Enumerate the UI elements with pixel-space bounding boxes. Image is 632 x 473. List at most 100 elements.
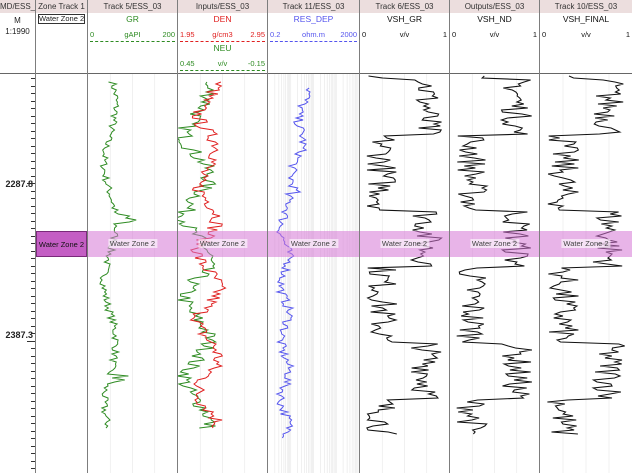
depth-tick [31,115,35,117]
zone-band-vsh-nd: Water Zone 2 [450,231,539,257]
res-curve-name[interactable]: RES_DEP [293,14,334,24]
res-scale: 0.2 ohm.m 2000 [270,30,357,40]
depth-tick [31,363,35,364]
depth-tick [31,385,35,387]
den-scale-min: 1.95 [180,30,195,39]
den-curve-name[interactable]: DEN [213,14,232,24]
depth-tick [31,138,35,139]
depth-tick [31,205,35,207]
vsh-gr-track-title: Track 6/ESS_03 [360,0,449,14]
vsh-final-scale-max: 1 [625,30,630,39]
depth-tick [31,408,35,409]
vsh-gr-scale-min: 0 [362,30,367,39]
depth-tick [31,220,35,222]
neu-curve-name[interactable]: NEU [213,43,232,53]
depth-tick [31,168,35,169]
zone-band-label: Water Zone 2 [197,239,248,248]
den-neu-curve-plot [178,74,246,473]
vsh-nd-scale: 0 v/v 1 [452,30,537,40]
vsh-gr-track[interactable]: Track 6/ESS_03 VSH_GR 0 v/v 1 Water Zone… [360,0,450,473]
vsh-final-scale-min: 0 [542,30,547,39]
depth-tick [31,145,35,147]
den-scale-unit: g/cm3 [212,30,233,39]
depth-tick [31,213,35,214]
inputs-track-title: Inputs/ESS_03 [178,0,267,14]
vsh-final-scale-unit: v/v [581,30,591,39]
zone-header-box[interactable]: Water Zone 2 [38,14,85,24]
depth-tick [31,258,35,259]
depth-track-title: MD/ESS_ [0,0,35,14]
res-scale-min: 0.2 [270,30,281,39]
depth-tick [31,198,35,199]
zone-track-header: Water Zone 2 [36,13,87,74]
depth-tick [31,460,35,462]
gr-track[interactable]: Track 5/ESS_03 GR 0 gAPI 200 Water Zone … [88,0,178,473]
vsh-gr-curve-name[interactable]: VSH_GR [387,14,422,24]
depth-tick [31,108,35,109]
depth-tick [31,295,35,297]
water-zone-block[interactable]: Water Zone 2 [36,231,87,257]
depth-tick [31,235,35,237]
neu-scale: 0.45 v/v -0.15 [180,59,265,69]
depth-tick [31,355,35,357]
vsh-gr-track-header: VSH_GR 0 v/v 1 [360,13,449,74]
gr-body: Water Zone 2 [88,74,177,473]
vsh-nd-scale-min: 0 [452,30,457,39]
gr-scale: 0 gAPI 200 [90,30,175,40]
inputs-body: Water Zone 2 [178,74,267,473]
vsh-nd-track-title: Outputs/ESS_03 [450,0,539,14]
res-body: Water Zone 2 [268,74,359,473]
zone-band-vsh-gr: Water Zone 2 [360,231,449,257]
gr-scale-unit: gAPI [124,30,141,39]
depth-tick [31,93,35,94]
neu-scale-max: -0.15 [247,59,265,68]
gr-scale-min: 0 [90,30,95,39]
vsh-nd-track[interactable]: Outputs/ESS_03 VSH_ND 0 v/v 1 Water Zone… [450,0,540,473]
vsh-final-curve-name[interactable]: VSH_FINAL [562,14,610,24]
res-scale-max: 2000 [340,30,357,39]
gr-track-title: Track 5/ESS_03 [88,0,177,14]
depth-tick [31,438,35,439]
depth-tick [31,130,35,132]
vsh-nd-scale-max: 1 [532,30,537,39]
neu-scale-unit: v/v [217,59,228,68]
depth-tick [31,243,35,244]
depth-tick [31,175,35,177]
res-track[interactable]: Track 11/ESS_03 RES_DEP 0.2 ohm.m 2000 W… [268,0,360,473]
depth-tick [31,348,35,349]
depth-label-1: 2287.8 [5,179,33,189]
depth-tick [31,160,35,162]
zone-track[interactable]: Zone Track 1 Water Zone 2 Water Zone 2 [36,0,88,473]
den-scale-line [180,41,265,42]
vsh-final-track-title: Track 10/ESS_03 [540,0,632,14]
zone-band-vsh-final: Water Zone 2 [540,231,632,257]
depth-track[interactable]: MD/ESS_ M 1:1990 2287.8 2387.3 [0,0,36,473]
vsh-final-scale: 0 v/v 1 [542,30,630,40]
depth-tick [31,280,35,282]
vsh-final-curve-plot [547,74,625,473]
zone-band-res: Water Zone 2 [268,231,359,257]
res-track-title: Track 11/ESS_03 [268,0,359,14]
depth-tick [31,288,35,289]
res-scale-unit: ohm.m [302,30,325,39]
vsh-nd-curve-name[interactable]: VSH_ND [477,14,512,24]
zone-band-gr: Water Zone 2 [88,231,177,257]
depth-tick [31,378,35,379]
depth-tick [27,183,35,184]
inputs-track[interactable]: Inputs/ESS_03 DEN 1.95 g/cm3 2.95 NEU 0.… [178,0,268,473]
depth-tick [31,445,35,447]
depth-tick [31,310,35,312]
zone-band-label: Water Zone 2 [379,239,430,248]
vsh-nd-curve-plot [456,74,532,473]
den-scale-max: 2.95 [250,30,265,39]
vsh-nd-scale-unit: v/v [489,30,500,39]
res-scale-line [270,41,357,42]
depth-unit: M [14,16,21,25]
res-track-header: RES_DEP 0.2 ohm.m 2000 [268,13,359,74]
vsh-gr-scale-unit: v/v [399,30,410,39]
depth-label-2: 2387.3 [5,330,33,340]
depth-tick [31,453,35,454]
water-zone-block-label: Water Zone 2 [38,240,85,249]
vsh-final-track[interactable]: Track 10/ESS_03 VSH_FINAL 0 v/v 1 Water … [540,0,632,473]
gr-curve-name[interactable]: GR [126,14,139,24]
